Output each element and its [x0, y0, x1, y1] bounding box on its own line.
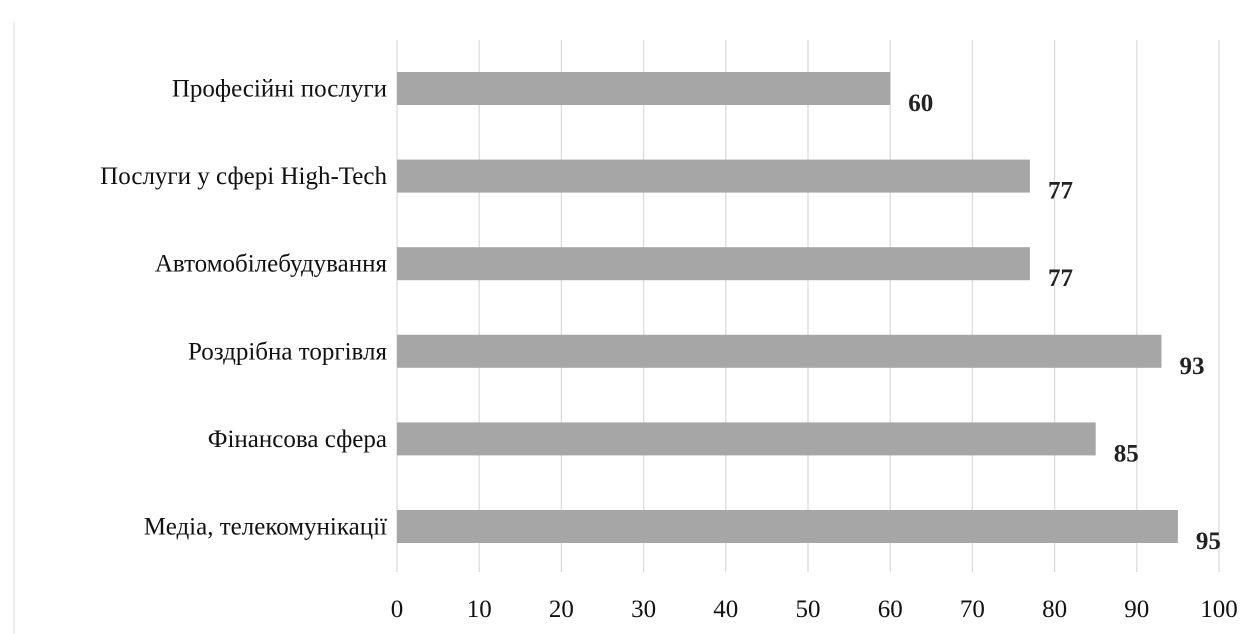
bars: [397, 72, 1178, 543]
gridlines: [396, 40, 1220, 572]
value-label: 60: [908, 90, 933, 117]
x-tick-label: 30: [631, 596, 656, 623]
x-tick-label: 60: [878, 596, 903, 623]
x-tick-label: 90: [1124, 596, 1149, 623]
bar: [397, 422, 1096, 456]
category-label: Професійні послуги: [172, 76, 387, 103]
value-label: 77: [1048, 178, 1073, 205]
x-tick-label: 0: [391, 596, 404, 623]
category-label: Медіа, телекомунікації: [144, 514, 387, 541]
category-label: Автомобілебудування: [155, 251, 388, 278]
value-labels: 60 77 77 93 85 95: [908, 90, 1221, 555]
x-tick-label: 40: [713, 596, 738, 623]
value-label: 85: [1114, 440, 1139, 467]
bar: [397, 247, 1030, 281]
x-tick-label: 100: [1200, 596, 1238, 623]
x-axis-tick-labels: 0 10 20 30 40 50 60 70 80 90 100: [391, 596, 1238, 623]
value-label: 77: [1048, 265, 1073, 292]
category-label: Роздрібна торгівля: [188, 338, 388, 365]
x-tick-label: 70: [960, 596, 985, 623]
category-label: Послуги у сфері High-Tech: [100, 163, 387, 190]
value-label: 95: [1196, 528, 1221, 555]
category-label: Фінансова сфера: [208, 426, 387, 453]
bar: [397, 72, 891, 105]
category-labels: Професійні послуги Послуги у сфері High-T…: [100, 76, 387, 541]
bar: [397, 334, 1162, 368]
value-label: 93: [1179, 353, 1204, 380]
bar: [397, 159, 1030, 193]
x-tick-label: 10: [467, 596, 492, 623]
x-tick-label: 80: [1042, 596, 1067, 623]
x-tick-label: 50: [796, 596, 821, 623]
bar: [397, 510, 1178, 543]
x-tick-label: 20: [549, 596, 574, 623]
